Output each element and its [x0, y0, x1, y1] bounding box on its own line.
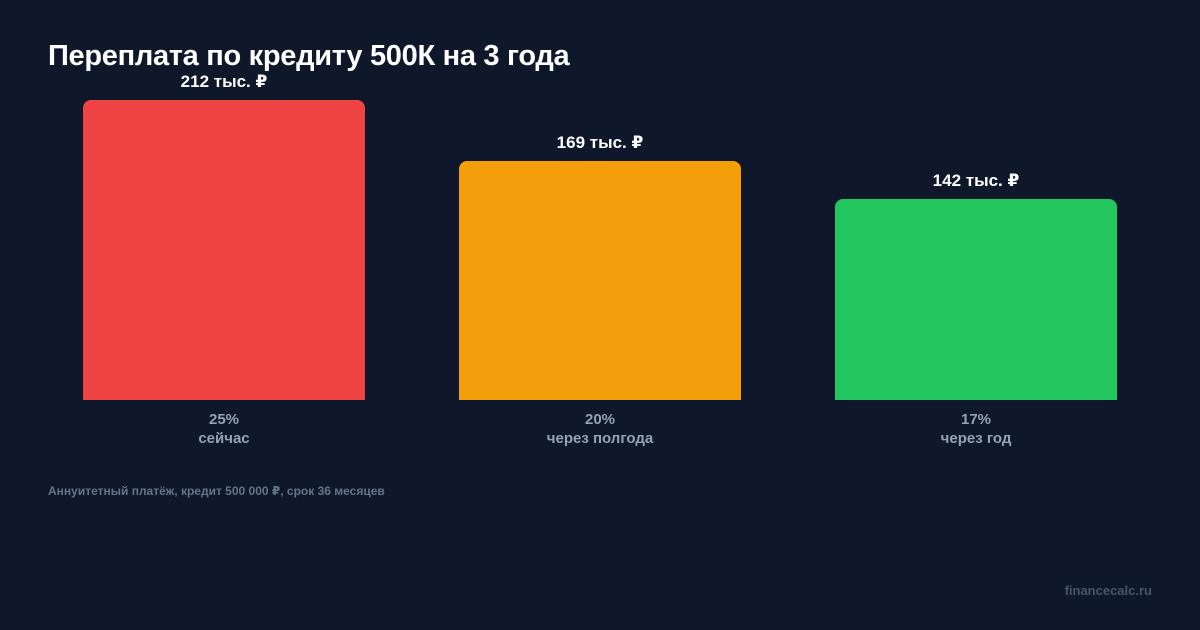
bar-now	[83, 100, 365, 400]
bar-year	[835, 199, 1117, 400]
bar-rate-label: 20%	[584, 411, 616, 428]
bar-rate-label: 17%	[960, 411, 992, 428]
bar-rate-label: 25%	[208, 411, 240, 428]
brand-watermark: financecalc.ru	[1064, 583, 1152, 598]
bar-value-label: 169 тыс. ₽	[556, 133, 644, 152]
footnote: Аннуитетный платёж, кредит 500 000 ₽, ср…	[48, 484, 385, 498]
bar-value-label: 212 тыс. ₽	[180, 72, 268, 91]
bar-category-label: сейчас	[198, 430, 250, 447]
bar-category-label: через полгода	[546, 430, 654, 447]
chart-title: Переплата по кредиту 500К на 3 года	[48, 40, 570, 72]
bar-value-label: 142 тыс. ₽	[932, 171, 1020, 190]
bar-category-label: через год	[940, 430, 1012, 447]
bar-half-year	[459, 161, 741, 400]
